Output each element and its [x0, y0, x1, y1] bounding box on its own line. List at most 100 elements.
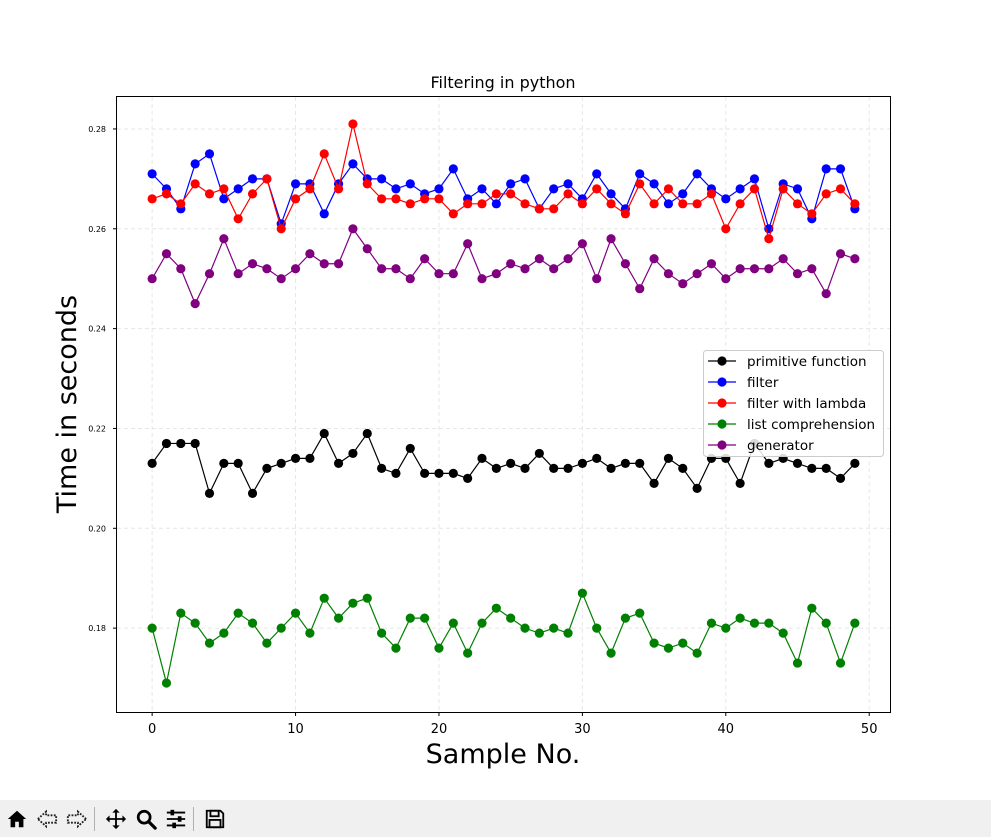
home-icon[interactable]	[4, 806, 30, 832]
data-point	[534, 254, 544, 264]
configure-icon[interactable]	[163, 806, 189, 832]
x-tick-label: 0	[148, 722, 156, 737]
data-point	[362, 179, 372, 189]
legend-marker	[717, 419, 727, 429]
pan-icon[interactable]	[103, 806, 129, 832]
data-point	[434, 194, 444, 204]
data-point	[247, 259, 258, 269]
data-point	[563, 628, 573, 638]
data-point	[635, 169, 645, 179]
zoom-icon[interactable]	[133, 806, 159, 832]
data-point	[491, 189, 501, 199]
data-point	[491, 463, 501, 473]
data-point	[706, 259, 717, 269]
data-point	[721, 623, 731, 633]
data-point	[233, 214, 243, 224]
data-point	[491, 199, 501, 209]
data-point	[448, 468, 458, 478]
data-point	[448, 618, 458, 628]
data-point	[405, 179, 415, 189]
data-point	[592, 623, 602, 633]
data-point	[835, 249, 846, 259]
data-point	[577, 458, 587, 468]
data-point	[477, 274, 487, 284]
y-tick-label: 0.26	[88, 225, 106, 234]
legend-marker	[717, 356, 727, 366]
forward-icon[interactable]	[64, 806, 90, 832]
legend-label: generator	[747, 438, 814, 454]
data-point	[463, 199, 473, 209]
data-point	[850, 199, 860, 209]
data-point	[649, 638, 659, 648]
data-point	[678, 189, 688, 199]
x-tick-label: 30	[574, 722, 591, 737]
data-point	[463, 239, 473, 249]
data-point	[491, 269, 501, 279]
toolbar-separator	[193, 806, 194, 831]
data-point	[405, 199, 415, 209]
data-point	[807, 209, 817, 219]
data-point	[377, 194, 387, 204]
data-point	[534, 204, 544, 214]
data-point	[147, 194, 157, 204]
data-point	[592, 169, 602, 179]
data-point	[749, 174, 760, 184]
axes: 0 10 20 30 40 50 0.18 0.20 0.22 0.24 0.26 0.28	[88, 125, 877, 737]
data-point	[477, 453, 487, 464]
data-point	[577, 239, 587, 249]
data-point	[520, 174, 530, 184]
data-point	[620, 259, 631, 269]
back-icon[interactable]	[34, 806, 60, 832]
data-point	[778, 254, 788, 264]
data-point	[233, 608, 243, 618]
data-point	[649, 254, 659, 264]
series-list-comprehension	[147, 588, 860, 688]
data-point	[362, 593, 372, 603]
y-axis-label: Time in seconds	[52, 295, 83, 514]
chart-title: Filtering in python	[430, 73, 575, 92]
data-point	[563, 179, 573, 189]
data-point	[262, 638, 272, 648]
data-point	[448, 269, 458, 279]
y-tick-label: 0.28	[88, 125, 106, 134]
data-point	[147, 274, 157, 284]
data-point	[348, 159, 358, 169]
toolbar-separator	[94, 806, 95, 831]
data-point	[290, 179, 301, 189]
data-point	[835, 473, 846, 483]
data-point	[319, 593, 329, 603]
series-filter-with-lambda	[147, 119, 860, 244]
plot-frame	[116, 96, 891, 713]
data-point	[391, 264, 401, 274]
x-tick-label: 40	[718, 722, 735, 737]
data-point	[377, 463, 387, 473]
data-point	[161, 438, 172, 449]
data-point	[635, 608, 645, 618]
series-line-list-comprehension	[151, 591, 856, 684]
data-point	[549, 623, 559, 633]
series-layer	[147, 119, 860, 688]
data-point	[276, 623, 286, 633]
data-point	[305, 184, 315, 194]
data-point	[333, 613, 344, 623]
data-point	[420, 613, 430, 623]
data-point	[735, 184, 745, 194]
data-point	[405, 613, 415, 623]
data-point	[735, 613, 745, 623]
legend-marker	[717, 398, 727, 408]
save-icon[interactable]	[202, 806, 228, 832]
data-point	[749, 264, 760, 274]
data-point	[663, 199, 674, 209]
data-point	[663, 643, 674, 653]
data-point	[835, 164, 846, 174]
data-point	[405, 443, 415, 454]
series-line-generator	[151, 227, 856, 306]
x-tick-label: 50	[861, 722, 878, 737]
data-point	[247, 488, 258, 498]
data-point	[319, 209, 329, 219]
data-point	[692, 169, 702, 179]
data-point	[606, 463, 616, 473]
data-point	[549, 264, 559, 274]
data-point	[377, 264, 387, 274]
series-line-filter	[151, 152, 856, 231]
